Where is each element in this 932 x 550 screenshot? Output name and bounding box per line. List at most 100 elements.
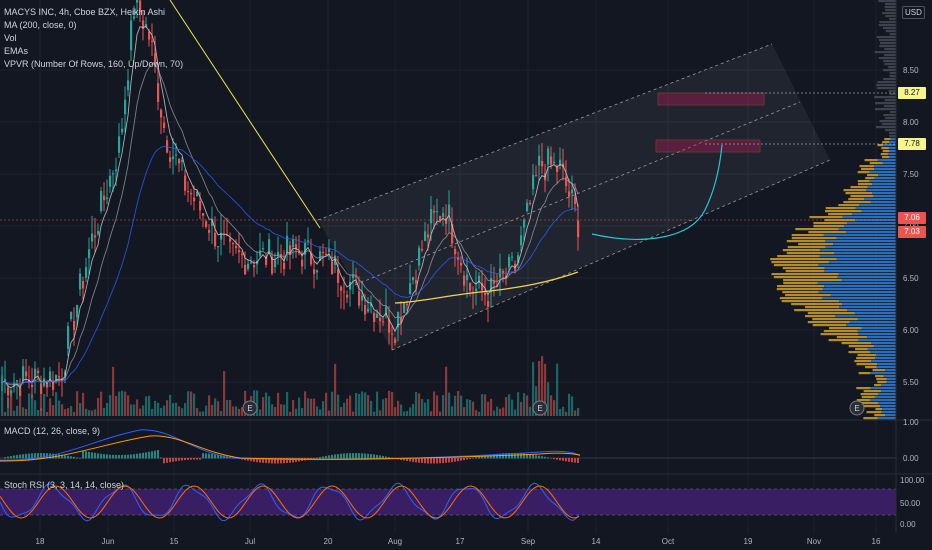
macd-histogram-bar [529, 454, 531, 459]
macd-histogram-bar [100, 453, 102, 459]
legend-ma[interactable]: MA (200, close, 0) [4, 20, 77, 30]
macd-histogram-bar [436, 458, 438, 464]
candle-body [478, 275, 481, 283]
chart-title[interactable]: MACYS INC, 4h, Cboe BZX, Heikin Ashi [4, 7, 166, 17]
volume-bar [370, 400, 373, 416]
vpvr-down-bar [805, 306, 840, 309]
macd-histogram-bar [88, 451, 90, 459]
volume-bar [286, 392, 289, 416]
vpvr-up-bar [846, 222, 896, 225]
macd-histogram-bar [559, 458, 561, 461]
legend-vpvr[interactable]: VPVR (Number Of Rows, 160, Up/Down, 70) [4, 59, 184, 69]
candle-body [376, 314, 379, 318]
macd-histogram-bar [433, 458, 435, 464]
vpvr-down-bar [854, 360, 871, 363]
vpvr-down-bar [872, 369, 886, 372]
macd-histogram-bar [565, 458, 567, 462]
candle-body [94, 235, 97, 238]
candle-body [463, 275, 466, 286]
macd-histogram-bar [562, 458, 564, 461]
volume-bar [301, 407, 304, 416]
candle-body [142, 20, 145, 29]
vpvr-up-bar [830, 294, 896, 297]
currency-label[interactable]: USD [902, 6, 925, 19]
vpvr-up-bar [864, 198, 896, 201]
volume-bar [208, 395, 211, 416]
candle-body [211, 219, 214, 227]
candle-body [145, 23, 148, 27]
vpvr-up-bar [828, 261, 896, 264]
candle-body [31, 384, 34, 388]
candle-body [457, 257, 460, 260]
macd-histogram-bar [553, 458, 555, 460]
vpvr-up-bar [858, 339, 896, 342]
volume-bar [292, 400, 295, 416]
legend-vol[interactable]: Vol [4, 33, 17, 43]
candle-body [361, 295, 364, 301]
macd-histogram-bar [43, 453, 45, 459]
vpvr-down-bar [787, 246, 826, 249]
macd-line [0, 429, 581, 461]
volume-bar [364, 392, 367, 416]
vpvr-down-bar [848, 351, 871, 354]
candle-body [226, 234, 229, 236]
candle-body [325, 253, 328, 256]
candle-body [82, 280, 85, 289]
macd-histogram-bar [388, 457, 390, 459]
volume-bar [277, 392, 280, 416]
macd-histogram-bar [151, 451, 153, 459]
legend-stoch[interactable]: Stoch RSI (3, 3, 14, 14, close) [4, 480, 125, 490]
vpvr-down-bar [791, 234, 824, 237]
vpvr-faded-bar [883, 78, 896, 81]
candle-body [253, 264, 256, 268]
vpvr-down-bar [856, 357, 876, 360]
macd-histogram-bar [415, 458, 417, 463]
candle-body [307, 240, 310, 242]
volume-bar [340, 406, 343, 416]
candle-body [412, 277, 415, 281]
target-zone [655, 139, 761, 153]
macd-histogram-bar [220, 455, 222, 459]
volume-bar [529, 406, 532, 416]
volume-bar [526, 395, 529, 416]
candle-body [172, 156, 175, 160]
vpvr-up-bar [833, 243, 896, 246]
volume-bar [256, 390, 259, 416]
legend-macd[interactable]: MACD (12, 26, close, 9) [4, 426, 101, 436]
vpvr-up-bar [879, 405, 896, 408]
volume-bar [85, 408, 88, 416]
candle-body [241, 253, 244, 256]
volume-bar [307, 398, 310, 416]
vpvr-up-bar [882, 162, 896, 165]
moving-averages [1, 25, 579, 389]
volume-bar [25, 409, 28, 416]
vpvr-down-bar [848, 345, 875, 348]
volume-bar [142, 405, 145, 416]
volume-bar [559, 409, 562, 416]
candle-body [22, 366, 25, 381]
legend-emas[interactable]: EMAs [4, 46, 29, 56]
vpvr-up-bar [874, 345, 896, 348]
vpvr-down-bar [869, 162, 883, 165]
vpvr-up-bar [835, 315, 896, 318]
vpvr-faded-bar [885, 117, 896, 120]
volume-bar [91, 410, 94, 416]
candle-body [181, 160, 184, 162]
volume-bar [55, 392, 58, 416]
macd-histogram-bar [163, 458, 165, 464]
vpvr-up-bar [861, 327, 896, 330]
vpvr-up-bar [876, 354, 896, 357]
volume-bar [553, 400, 556, 416]
candle-body [1, 382, 4, 384]
vpvr-down-bar [850, 195, 874, 198]
macd-histogram-bar [133, 454, 135, 459]
volume-bar [289, 411, 292, 416]
vpvr-up-bar [841, 279, 896, 282]
volume-bar [157, 402, 160, 416]
candle-body [328, 248, 331, 252]
volume-bar [352, 411, 355, 416]
vpvr-faded-bar [875, 126, 896, 129]
stoch-tick-label: 100.00 [900, 476, 925, 485]
vpvr-down-bar [823, 330, 858, 333]
